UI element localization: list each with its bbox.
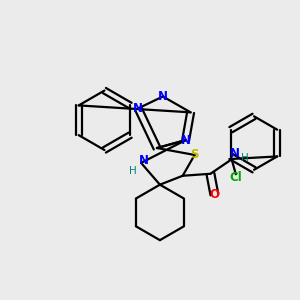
Text: N: N bbox=[230, 148, 240, 160]
Text: Cl: Cl bbox=[230, 171, 242, 184]
Text: N: N bbox=[181, 134, 191, 147]
Text: H: H bbox=[129, 166, 137, 176]
Text: H: H bbox=[241, 153, 249, 163]
Text: O: O bbox=[209, 188, 219, 201]
Text: S: S bbox=[190, 148, 199, 161]
Text: N: N bbox=[133, 102, 143, 115]
Text: N: N bbox=[139, 154, 149, 167]
Text: N: N bbox=[158, 90, 168, 103]
